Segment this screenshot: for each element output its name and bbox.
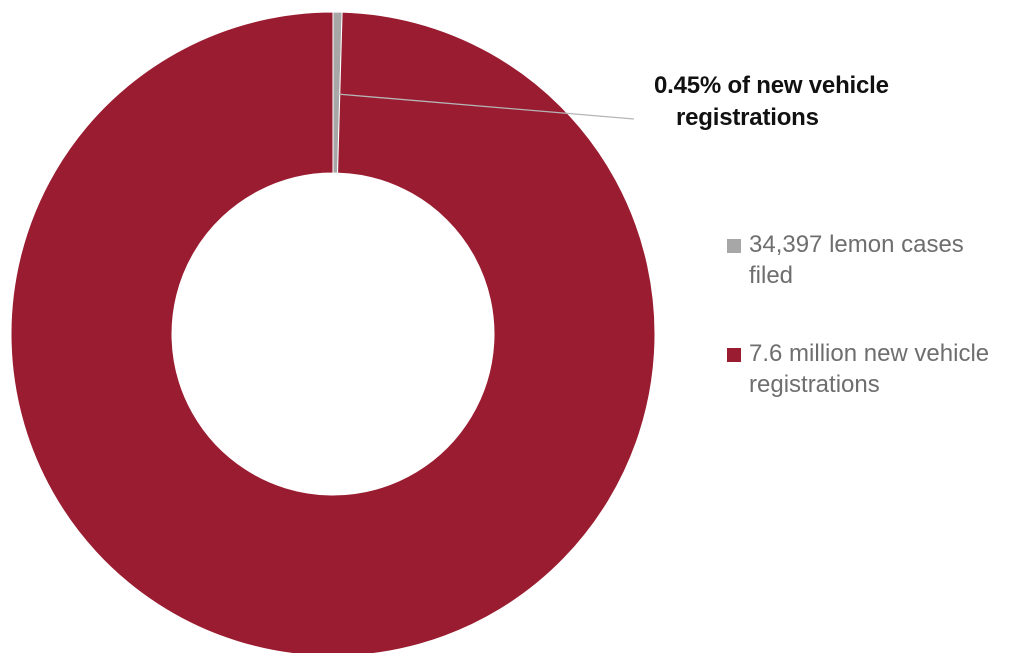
annotation-line-1: 0.45% of new vehicle bbox=[654, 72, 889, 99]
slice-new-registrations bbox=[10, 11, 656, 653]
legend-swatch-new-registrations bbox=[727, 348, 741, 362]
legend-label-lemon-cases-line-2: filed bbox=[749, 262, 794, 289]
legend-label-new-registrations-line-1: 7.6 million new vehicle bbox=[749, 340, 990, 367]
annotation-leader-line bbox=[336, 93, 635, 120]
legend-item-new-registrations: 7.6 million new vehicle registrations bbox=[727, 338, 1007, 400]
legend: 34,397 lemon cases filed 7.6 million new… bbox=[727, 229, 1007, 400]
legend-label-new-registrations-line-2: registrations bbox=[749, 371, 880, 398]
annotation-line-2: registrations bbox=[676, 104, 819, 131]
legend-swatch-lemon-cases bbox=[727, 239, 741, 253]
legend-item-lemon-cases: 34,397 lemon cases filed bbox=[727, 229, 1007, 291]
slice-group bbox=[10, 11, 656, 653]
annotation-label: 0.45% of new vehicle registrations bbox=[654, 70, 954, 134]
legend-label-lemon-cases-line-1: 34,397 lemon cases bbox=[749, 231, 964, 258]
